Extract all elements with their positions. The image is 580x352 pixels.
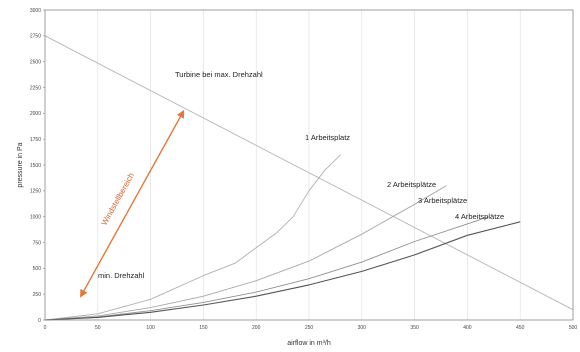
- x-tick-label: 0: [44, 325, 47, 331]
- x-axis-label: airflow in m³/h: [287, 340, 331, 347]
- series-line-3: [44, 185, 447, 321]
- annotation-1-arbeitsplatz: 1 Arbeitsplatz: [305, 133, 350, 142]
- y-tick-label: 250: [33, 292, 42, 298]
- x-tick-label: 50: [95, 325, 101, 331]
- y-tick-label: 3000: [30, 8, 41, 14]
- series-layer: [44, 35, 574, 321]
- annotation-3-arbeitsplaetze: 3 Arbeitsplätze: [418, 196, 467, 205]
- annotation-2-arbeitsplaetze: 2 Arbeitsplätze: [387, 180, 436, 189]
- annotation-4-arbeitsplaetze: 4 Arbeitsplätze: [455, 212, 504, 221]
- y-tick-label: 500: [33, 266, 42, 272]
- x-tick-label: 350: [410, 325, 419, 331]
- y-tick-label: 1000: [30, 214, 41, 220]
- series-line-2: [44, 154, 342, 321]
- y-axis-label: pressure in Pa: [17, 142, 24, 187]
- y-tick-label: 2750: [30, 34, 41, 40]
- annotation-min-drehzahl: min. Drehzahl: [98, 271, 145, 280]
- series-line-1: [44, 35, 574, 311]
- range-arrow: [80, 109, 185, 298]
- grid-layer: [97, 10, 521, 320]
- y-tick-label: 2000: [30, 111, 41, 117]
- series-line-4: [44, 216, 489, 321]
- y-tick-label: 2500: [30, 59, 41, 65]
- range-label: Windstellbereich: [100, 171, 136, 227]
- x-tick-label: 200: [252, 325, 261, 331]
- series-line-5: [44, 221, 521, 321]
- x-tick-label: 100: [146, 325, 155, 331]
- y-tick-label: 1750: [30, 137, 41, 143]
- y-tick-label: 1250: [30, 189, 41, 195]
- x-tick-label: 300: [358, 325, 367, 331]
- tick-layer: 0 50 100 150 200 250 300 350 400 450 500 0 250 500 750…: [30, 8, 578, 331]
- x-tick-label: 450: [516, 325, 525, 331]
- x-tick-label: 400: [463, 325, 472, 331]
- x-tick-label: 150: [199, 325, 208, 331]
- annotation-turbine: Turbine bei max. Drehzahl: [175, 70, 263, 79]
- y-tick-label: 750: [33, 240, 42, 246]
- y-tick-label: 1500: [30, 163, 41, 169]
- y-tick-label: 2250: [30, 85, 41, 91]
- x-tick-label: 500: [569, 325, 578, 331]
- x-tick-label: 250: [305, 325, 314, 331]
- y-tick-label: 0: [38, 318, 41, 324]
